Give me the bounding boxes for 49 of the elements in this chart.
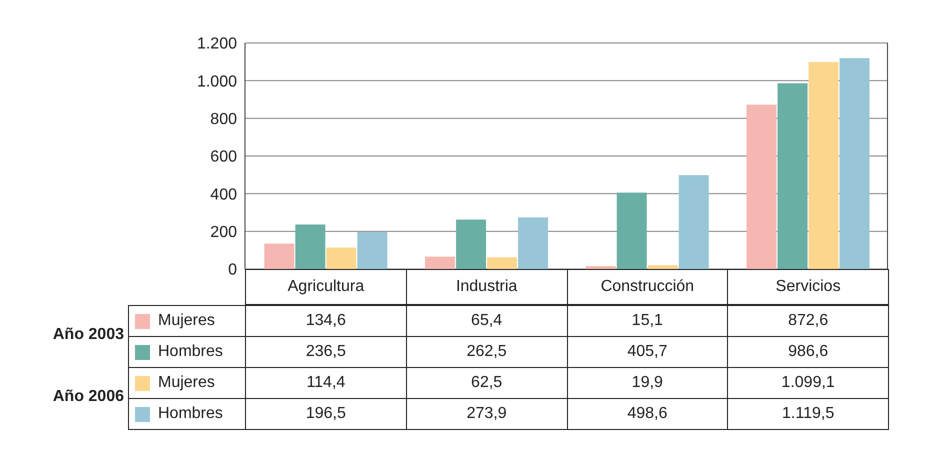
legend-label: Hombres: [158, 343, 223, 361]
bar: [616, 192, 647, 269]
bar: [456, 220, 486, 269]
bar: [678, 175, 709, 269]
bar: [518, 217, 548, 269]
data-label: 134,6: [245, 305, 407, 337]
bar: [295, 224, 326, 269]
data-label: 273,9: [406, 398, 568, 430]
y-tick-label: 0: [228, 262, 238, 279]
data-label: 62,5: [406, 367, 568, 399]
data-label: 872,6: [727, 305, 889, 337]
y-tick-label: 200: [210, 224, 238, 242]
text: Año 2006: [52, 388, 124, 406]
legend-label: Hombres: [158, 405, 223, 423]
bar: [778, 83, 808, 269]
y-tick-label: 1.200: [196, 36, 238, 53]
data-label: 114,4: [245, 367, 407, 399]
bar: [808, 62, 839, 269]
legend-label: Mujeres: [158, 312, 215, 330]
bar: [425, 256, 456, 269]
data-label: 262,5: [406, 336, 568, 368]
data-label: 19,9: [566, 367, 728, 399]
data-label: 405,7: [566, 336, 728, 368]
x-tick-label: Construcción: [566, 269, 728, 305]
data-label: 15,1: [566, 305, 728, 337]
bar: [840, 58, 870, 269]
bar: [746, 104, 777, 269]
x-tick-label: Industria: [406, 269, 568, 305]
data-label: 1.119,5: [727, 398, 889, 430]
data-label: 1.099,1: [727, 367, 889, 399]
x-tick-label: Agricultura: [245, 269, 407, 305]
y-tick-label: 600: [210, 148, 238, 166]
bar: [648, 265, 678, 269]
data-label: 498,6: [566, 398, 728, 430]
data-label: 236,5: [245, 336, 407, 368]
bar: [586, 266, 616, 269]
bar: [487, 257, 518, 269]
y-tick-label: 1.000: [196, 73, 238, 90]
y-tick-label: 400: [210, 186, 238, 204]
data-label: 986,6: [727, 336, 889, 368]
data-label: 196,5: [245, 398, 407, 430]
text: Año 2003: [52, 326, 124, 344]
bar: [326, 247, 356, 269]
bar: [264, 244, 294, 269]
y-tick-label: 800: [210, 111, 238, 128]
bar: [357, 232, 388, 269]
legend-label: Mujeres: [158, 374, 215, 392]
data-label: 65,4: [406, 305, 568, 337]
x-tick-label: Servicios: [727, 269, 889, 305]
